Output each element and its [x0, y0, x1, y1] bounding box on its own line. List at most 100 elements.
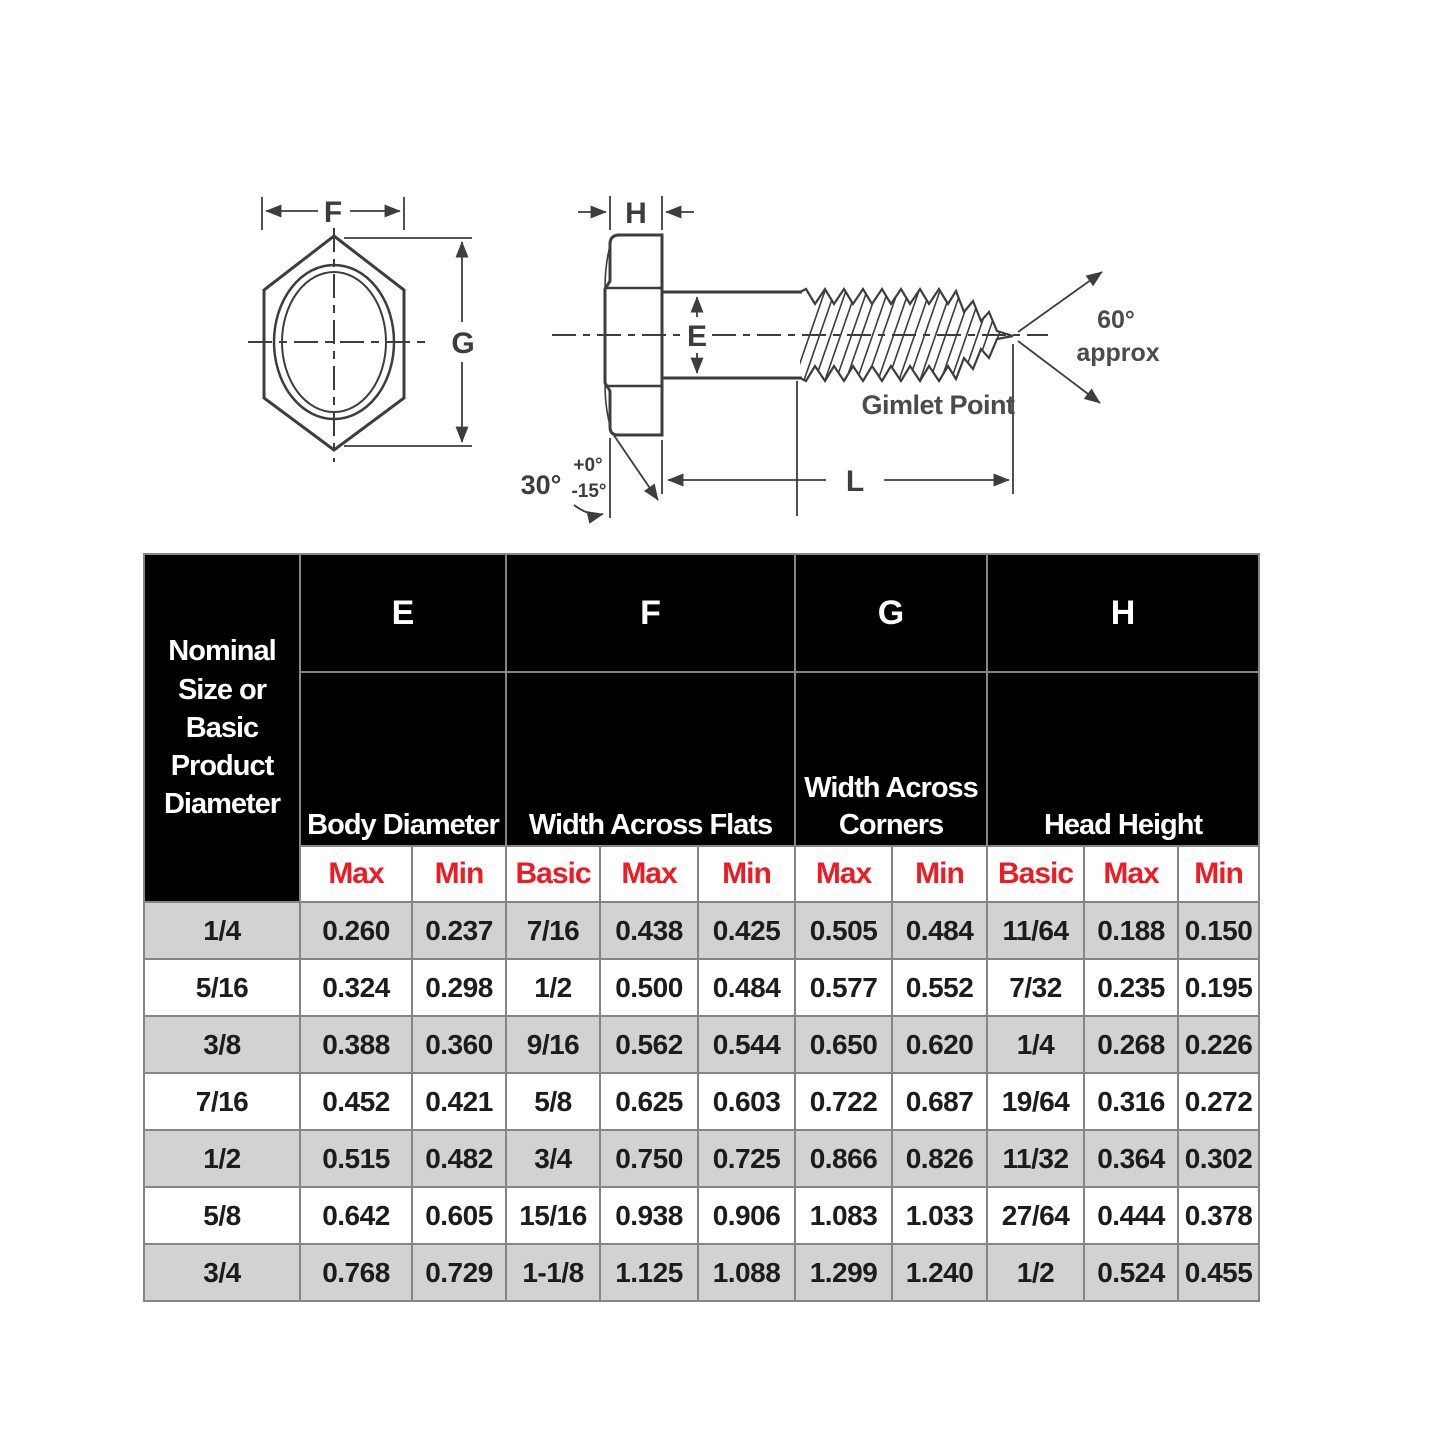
value-cell: 0.272	[1177, 1072, 1261, 1131]
tolerance-plus-label: +0°	[573, 455, 602, 476]
value-cell: 1/4	[986, 1015, 1086, 1074]
gimlet-point-label: Gimlet Point	[861, 390, 1015, 420]
value-cell: 0.544	[697, 1015, 796, 1074]
value-cell: 1.299	[794, 1243, 893, 1302]
table-row-3/8: 3/8 0.388 0.360 9/16 0.562 0.544 0.650 0.620 1/4…	[143, 1015, 1261, 1074]
sub-header-basic-7: Basic	[986, 845, 1086, 903]
value-cell: 0.729	[411, 1243, 507, 1302]
value-cell: 0.316	[1083, 1072, 1180, 1131]
value-cell: 19/64	[986, 1072, 1086, 1131]
lag-screw-dimension-table: Nominal Size or Basic Product Diameter E…	[143, 553, 1261, 1302]
col-group-e: E	[299, 553, 507, 673]
value-cell: 7/16	[505, 901, 601, 960]
nominal-size-cell: 7/16	[143, 1072, 301, 1131]
value-cell: 0.388	[299, 1015, 413, 1074]
value-cell: 0.324	[299, 958, 413, 1017]
value-cell: 1.240	[890, 1243, 989, 1302]
value-cell: 0.524	[1083, 1243, 1180, 1302]
table-row-5/16: 5/16 0.324 0.298 1/2 0.500 0.484 0.577 0.552 7/3…	[143, 958, 1261, 1017]
sub-header-min-9: Min	[1177, 845, 1261, 903]
lag-screw-diagram: F G	[248, 196, 1160, 524]
sub-header-basic-2: Basic	[505, 845, 601, 903]
value-cell: 3/4	[505, 1129, 601, 1188]
sub-header-max-0: Max	[299, 845, 413, 903]
nominal-size-cell: 3/8	[143, 1015, 301, 1074]
group-name-body-diameter: Body Diameter	[299, 671, 507, 847]
value-cell: 0.515	[299, 1129, 413, 1188]
value-cell: 0.421	[411, 1072, 507, 1131]
value-cell: 0.438	[599, 901, 699, 960]
value-cell: 0.237	[411, 901, 507, 960]
angle-60-label: 60°	[1097, 306, 1135, 334]
value-cell: 0.235	[1083, 958, 1180, 1017]
value-cell: 0.866	[794, 1129, 893, 1188]
value-cell: 0.444	[1083, 1186, 1180, 1245]
value-cell: 0.605	[411, 1186, 507, 1245]
value-cell: 0.268	[1083, 1015, 1180, 1074]
value-cell: 0.500	[599, 958, 699, 1017]
value-cell: 0.455	[1177, 1243, 1261, 1302]
value-cell: 0.150	[1177, 901, 1261, 960]
value-cell: 1.083	[794, 1186, 893, 1245]
value-cell: 0.260	[299, 901, 413, 960]
value-cell: 15/16	[505, 1186, 601, 1245]
group-name-width-across-flats: Width Across Flats	[505, 671, 796, 847]
value-cell: 0.938	[599, 1186, 699, 1245]
lag-screw-side-view	[552, 196, 1103, 524]
value-cell: 0.826	[890, 1129, 989, 1188]
value-cell: 0.302	[1177, 1129, 1261, 1188]
group-name-head-height: Head Height	[986, 671, 1261, 847]
value-cell: 0.298	[411, 958, 507, 1017]
value-cell: 0.768	[299, 1243, 413, 1302]
value-cell: 0.562	[599, 1015, 699, 1074]
header-row-letters: Nominal Size or Basic Product Diameter E…	[143, 553, 1261, 903]
approx-label: approx	[1076, 339, 1159, 367]
value-cell: 0.625	[599, 1072, 699, 1131]
value-cell: 0.505	[794, 901, 893, 960]
value-cell: 0.577	[794, 958, 893, 1017]
value-cell: 0.687	[890, 1072, 989, 1131]
value-cell: 0.364	[1083, 1129, 1180, 1188]
value-cell: 0.425	[697, 901, 796, 960]
table-row-1/2: 1/2 0.515 0.482 3/4 0.750 0.725 0.866 0.826 11/3…	[143, 1129, 1261, 1188]
sub-header-max-3: Max	[599, 845, 699, 903]
value-cell: 0.484	[697, 958, 796, 1017]
value-cell: 5/8	[505, 1072, 601, 1131]
dim-label-h: H	[625, 197, 647, 230]
value-cell: 0.552	[890, 958, 989, 1017]
value-cell: 1/2	[505, 958, 601, 1017]
table-row-5/8: 5/8 0.642 0.605 15/16 0.938 0.906 1.083 1.033 27…	[143, 1186, 1261, 1245]
group-name-width-across-corners: Width Across Corners	[793, 671, 989, 847]
value-cell: 0.750	[599, 1129, 699, 1188]
value-cell: 0.452	[299, 1072, 413, 1131]
hex-head-front-view	[248, 197, 472, 462]
corner-header: Nominal Size or Basic Product Diameter	[143, 553, 301, 903]
value-cell: 1.033	[890, 1186, 989, 1245]
value-cell: 0.906	[697, 1186, 796, 1245]
value-cell: 0.482	[411, 1129, 507, 1188]
table-row-3/4: 3/4 0.768 0.729 1-1/8 1.125 1.088 1.299 1.240 1/…	[143, 1243, 1261, 1302]
col-group-f: F	[505, 553, 796, 673]
value-cell: 0.226	[1177, 1015, 1261, 1074]
sub-header-max-5: Max	[794, 845, 893, 903]
value-cell: 0.620	[890, 1015, 989, 1074]
header-row-subheaders: Max Min Basic Max Min Max Min Basic Max Min	[144, 845, 1261, 903]
value-cell: 0.722	[794, 1072, 893, 1131]
value-cell: 0.195	[1177, 958, 1261, 1017]
nominal-size-cell: 5/16	[143, 958, 301, 1017]
col-group-g: G	[793, 553, 989, 673]
sub-header-min-1: Min	[411, 845, 507, 903]
value-cell: 9/16	[505, 1015, 601, 1074]
tolerance-minus-label: -15°	[571, 481, 606, 502]
value-cell: 0.642	[299, 1186, 413, 1245]
sub-header-max-8: Max	[1083, 845, 1180, 903]
col-group-h: H	[986, 553, 1261, 673]
value-cell: 0.378	[1177, 1186, 1261, 1245]
dim-label-g: G	[451, 327, 474, 360]
table-row-7/16: 7/16 0.452 0.421 5/8 0.625 0.603 0.722 0.687 19/…	[143, 1072, 1261, 1131]
value-cell: 0.484	[890, 901, 989, 960]
nominal-size-cell: 3/4	[143, 1243, 301, 1302]
value-cell: 0.650	[794, 1015, 893, 1074]
value-cell: 11/64	[986, 901, 1086, 960]
